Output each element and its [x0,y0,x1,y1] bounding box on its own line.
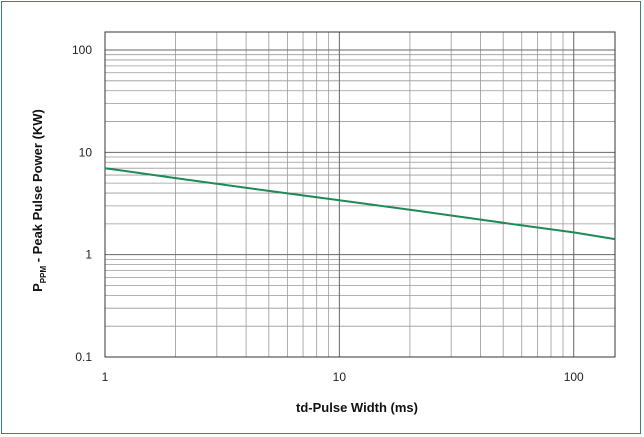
x-tick-label: 1 [102,370,109,384]
minor-gridlines [105,32,615,357]
x-axis-title: td-Pulse Width (ms) [296,400,418,415]
x-tick-labels: 1 10 100 [102,370,584,384]
y-tick-labels: 0.1 1 10 100 [72,43,92,364]
y-tick-label: 0.1 [75,350,92,364]
series-line-0 [104,167,616,241]
y-tick-label: 1 [85,248,92,262]
y-tick-label: 10 [79,145,93,159]
y-axis-title-prefix: P [30,283,45,292]
y-axis-title-subscript: PPM [39,266,48,284]
series-group [104,167,616,241]
x-tick-label: 10 [333,370,347,384]
x-tick-label: 100 [564,370,584,384]
y-axis-title-text: - Peak Pulse Power (KW) [30,109,45,266]
plot-area-border [104,31,616,358]
y-axis-title: PPPM - Peak Pulse Power (KW) [30,109,48,292]
y-tick-label: 100 [72,43,92,57]
